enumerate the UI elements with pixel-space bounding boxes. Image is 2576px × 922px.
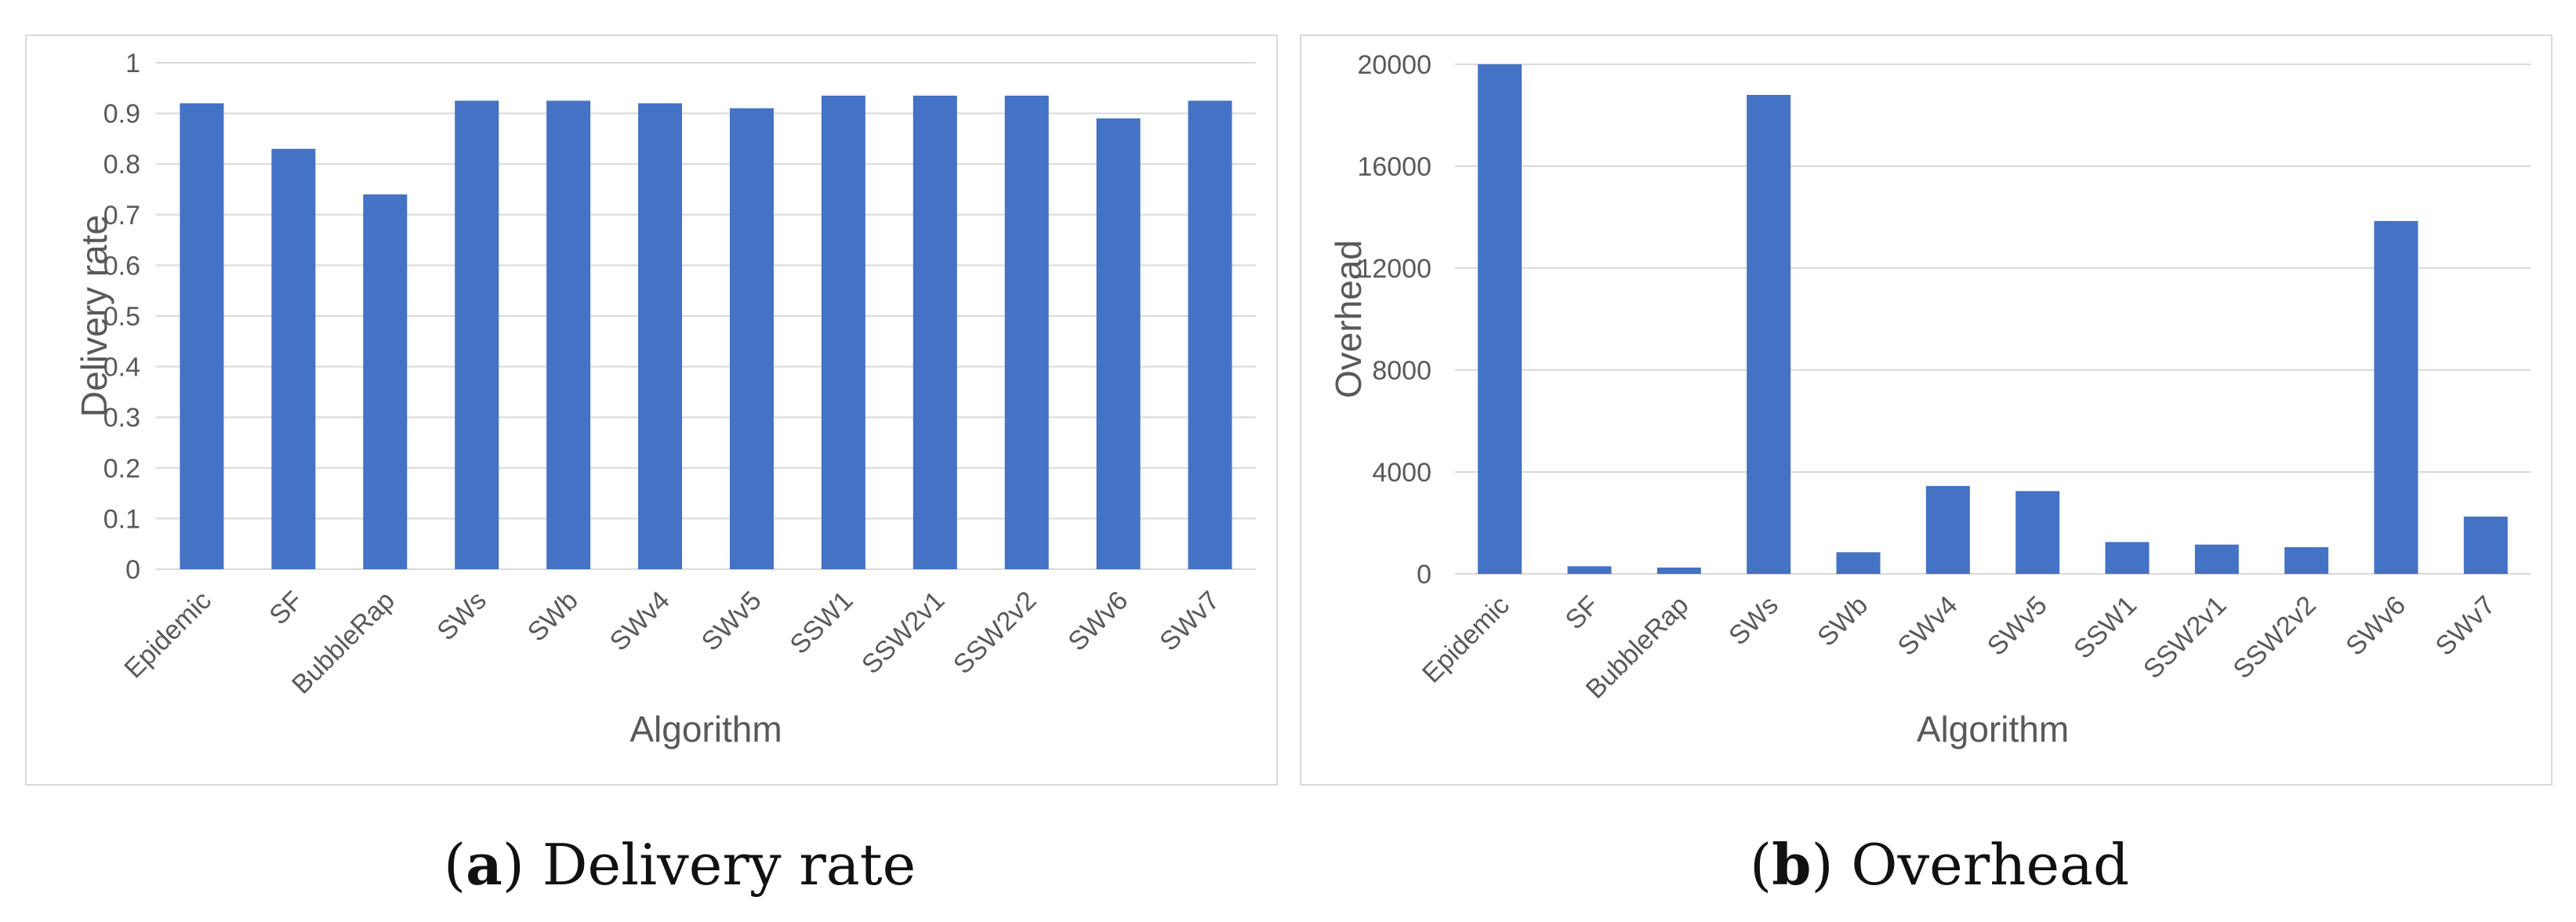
y-tick-label: 0.6 <box>103 251 140 281</box>
y-tick-label: 16000 <box>1357 152 1431 182</box>
bar-sws <box>1747 95 1791 574</box>
bar-swv4 <box>1925 485 1970 574</box>
bar-ssw2v2 <box>1004 95 1049 570</box>
chart-panel-delivery-rate: 0 0.1 0.2 0.3 0.4 0.5 0.6 0.7 0.8 0.9 1 Epidemic SF B… <box>25 34 1278 786</box>
caption-overhead: (b) Overhead <box>1750 831 2130 898</box>
y-tick-label: 0.1 <box>103 504 140 534</box>
x-tick-label: SWv4 <box>1892 590 1963 662</box>
bar-sf <box>271 148 316 569</box>
caption-letter-b: b <box>1772 831 1812 898</box>
bar-bubblerap <box>1656 567 1701 574</box>
bar-swv7 <box>2463 516 2508 574</box>
x-tick-label: SWb <box>1812 590 1874 652</box>
x-tick-label: SSW2v2 <box>2227 590 2321 684</box>
caption-delivery-rate: (a) Delivery rate <box>444 831 916 898</box>
bar-ssw2v1 <box>912 95 957 570</box>
x-tick-label: SWv4 <box>604 586 676 657</box>
y-tick-label: 1 <box>125 49 140 78</box>
x-tick-label: SWv5 <box>1982 590 2053 662</box>
bar-swv6 <box>2374 220 2418 574</box>
bar-swb <box>546 100 591 569</box>
caption-letter-a: a <box>466 831 503 898</box>
y-tick-label: 12000 <box>1357 254 1431 284</box>
x-tick-label: SWv6 <box>1062 586 1134 657</box>
bar-ssw1 <box>2105 542 2150 574</box>
x-tick-label: SWv6 <box>2340 590 2411 662</box>
x-tick-label: SWs <box>431 586 492 647</box>
bar-swv7 <box>1188 100 1232 569</box>
y-tick-label: 20000 <box>1357 50 1431 80</box>
y-tick-label: 0 <box>125 555 140 585</box>
bar-swv4 <box>638 103 683 569</box>
x-axis-title: Algorithm <box>629 709 782 750</box>
y-axis-title: Delivery rate <box>74 215 114 417</box>
x-tick-label: SF <box>1560 590 1605 636</box>
bar-swv5 <box>2015 491 2060 574</box>
y-tick-label: 4000 <box>1372 458 1431 488</box>
y-tick-label: 0.8 <box>103 150 140 180</box>
x-tick-label: SSW2v1 <box>2138 590 2232 684</box>
x-tick-label: SSW1 <box>2068 590 2142 665</box>
bar-swv6 <box>1096 118 1141 569</box>
bar-sf <box>1567 566 1612 574</box>
y-tick-label: 0 <box>1417 560 1431 590</box>
x-tick-label: SWs <box>1723 590 1784 652</box>
bar-ssw2v2 <box>2284 546 2329 574</box>
bar-swv5 <box>729 108 774 569</box>
x-tick-label: SWv5 <box>696 586 767 657</box>
y-tick-label: 0.5 <box>103 302 140 332</box>
x-tick-label: SSW2v1 <box>856 586 950 680</box>
x-tick-label: SWv7 <box>2429 590 2501 662</box>
x-tick-label: SWv7 <box>1154 586 1225 657</box>
y-axis-title: Overhead <box>1328 240 1369 398</box>
x-axis-title: Algorithm <box>1917 709 2069 750</box>
bar-ssw2v1 <box>2194 544 2239 574</box>
y-tick-label: 0.3 <box>103 403 140 433</box>
y-tick-label: 8000 <box>1372 356 1431 386</box>
bar-swb <box>1836 552 1881 574</box>
x-tick-label: SWb <box>522 586 584 648</box>
x-tick-label: SF <box>263 586 309 631</box>
y-tick-label: 0.9 <box>103 100 140 129</box>
chart-panel-overhead: 0 4000 8000 12000 16000 20000 Epidemic SF Bubble… <box>1300 34 2552 786</box>
x-tick-label: Epidemic <box>1417 590 1515 689</box>
y-tick-label: 0.4 <box>103 353 140 383</box>
x-tick-label: SSW2v2 <box>948 586 1042 680</box>
bar-ssw1 <box>821 95 865 570</box>
y-tick-label: 0.7 <box>103 201 140 230</box>
bar-epidemic <box>1478 64 1522 574</box>
x-tick-label: Epidemic <box>118 586 217 684</box>
bar-sws <box>455 100 499 569</box>
x-tick-label: SSW1 <box>785 586 859 660</box>
bar-epidemic <box>180 103 224 569</box>
y-tick-label: 0.2 <box>103 454 140 484</box>
bar-bubblerap <box>363 194 408 569</box>
